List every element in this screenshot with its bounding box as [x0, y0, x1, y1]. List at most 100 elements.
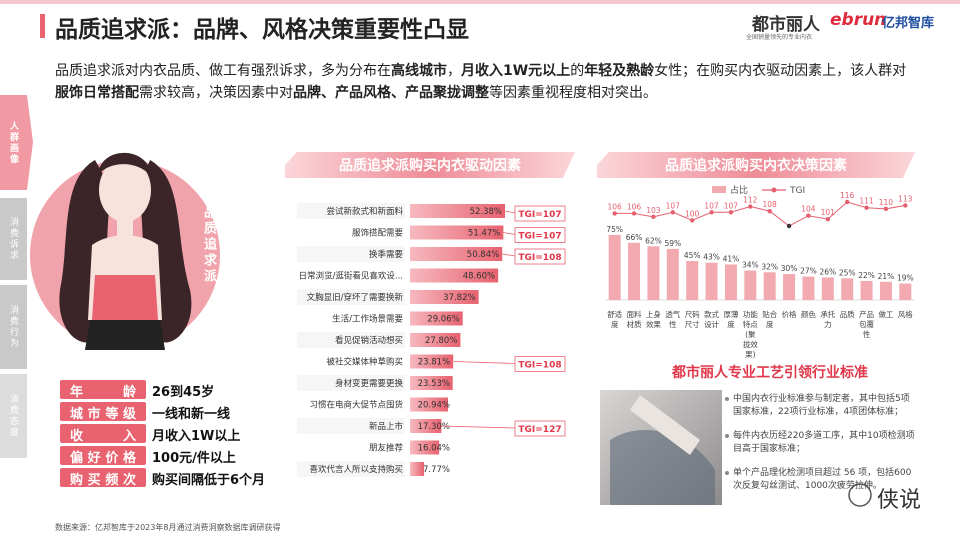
- value-label: 110: [879, 198, 894, 207]
- bar: [879, 281, 892, 300]
- photo-hand: [630, 395, 700, 455]
- intro: 品质追求派对内衣品质、做工有强烈诉求，多为分布在高线城市，月收入1W元以上的年轻…: [55, 60, 915, 104]
- standard-item: 每件内衣历经220多道工序，其中10项检测项目高于国家标准；: [733, 431, 915, 454]
- line-point: [651, 214, 656, 220]
- bar: [821, 277, 834, 300]
- intro-text: 等因素重视程度相对突出。: [489, 85, 657, 101]
- x-tick-label: 价格: [782, 309, 797, 319]
- profile-value: 100元/件以上: [152, 451, 236, 466]
- category-label: 习惯在电商大促节点囤货: [309, 400, 403, 411]
- bar: [410, 376, 453, 390]
- bar: [666, 248, 679, 300]
- line-point: [709, 210, 714, 215]
- line-point: [612, 211, 617, 216]
- bar: [410, 311, 463, 326]
- watermark-icon: [848, 483, 872, 507]
- bar: [783, 274, 796, 300]
- profile-label: 年龄: [60, 380, 146, 400]
- line-point: [825, 216, 831, 222]
- line-point: [883, 206, 889, 212]
- x-tick-label: 做工: [878, 309, 893, 319]
- intro-text: 品质追求派对内衣品质、做工有强烈诉求，多为分布在: [55, 63, 391, 79]
- line-point: [689, 218, 695, 223]
- row-bg: [297, 375, 405, 391]
- chart-banner: [285, 152, 575, 178]
- value-label: 50.84%: [467, 250, 499, 260]
- bar: [899, 283, 912, 300]
- bar: [410, 440, 440, 455]
- row-bg: [297, 461, 405, 477]
- profile-label: 偏好价格: [60, 446, 146, 466]
- value-label: 107: [666, 201, 681, 210]
- line-point: [728, 210, 734, 215]
- row-bg: [297, 203, 405, 219]
- callout-box: [514, 248, 566, 265]
- bar: [410, 225, 504, 240]
- value-label: 26%: [819, 267, 836, 276]
- value-label: 66%: [626, 233, 643, 242]
- value-label: 20.94%: [418, 401, 450, 411]
- bar: [410, 268, 499, 283]
- bar: [410, 247, 503, 261]
- callout-box: [514, 205, 566, 222]
- intro-highlight: 高线城市: [391, 63, 447, 79]
- row-bg: [297, 353, 405, 370]
- line-point: [767, 208, 772, 214]
- value-label: 27%: [800, 267, 817, 276]
- value-label: 107: [704, 201, 719, 210]
- skirt: [85, 320, 165, 350]
- value-label: 103: [646, 206, 661, 215]
- category-label: 喜欢代言人所以支持购买: [309, 464, 403, 475]
- sidebar-tab: 消费态度: [8, 394, 18, 438]
- legend-label: 占比: [730, 184, 748, 196]
- hair-top: [98, 152, 152, 178]
- bar: [410, 462, 425, 476]
- value-label: 112: [743, 196, 758, 205]
- value-label: 32%: [761, 262, 778, 271]
- value-label: 41%: [723, 254, 740, 263]
- partner-logo: 亿邦智库: [882, 16, 935, 31]
- sidebar-tab: 消费诉求: [8, 217, 18, 261]
- callout-line: [502, 253, 516, 257]
- row-bg: [297, 267, 405, 284]
- x-tick-label: 品质: [840, 309, 855, 319]
- tab-bg: [0, 198, 27, 280]
- value-label: 23.53%: [418, 379, 450, 389]
- intro-highlight: 年轻及熟龄: [584, 63, 655, 79]
- value-label: 111: [859, 197, 874, 206]
- x-tick-label: 尺码尺寸: [685, 310, 700, 329]
- line-point: [786, 223, 792, 229]
- category-label: 新品上市: [369, 421, 404, 432]
- category-label: 尝试新款式和新面料: [326, 206, 403, 217]
- callout-line: [504, 210, 516, 214]
- sidebar-tab: 消费行为: [8, 305, 18, 349]
- row-bg: [297, 224, 405, 241]
- callout: TGI=108: [518, 253, 561, 263]
- callout: TGI=108: [518, 361, 561, 371]
- callout-box: [514, 420, 566, 437]
- value-label: 108: [763, 200, 778, 209]
- value-label: 62%: [645, 236, 662, 245]
- category-label: 换季需要: [369, 249, 404, 260]
- value-label: 107: [724, 201, 739, 210]
- brand: 都市丽人: [752, 15, 820, 35]
- value-label: 23.81%: [418, 358, 450, 368]
- bar: [860, 280, 873, 300]
- callout: TGI=107: [518, 232, 561, 242]
- value-label: 22%: [858, 271, 875, 280]
- category-label: 看见促销活动想买: [335, 335, 403, 346]
- bar: [647, 246, 660, 300]
- category-label: 朋友推荐: [369, 443, 404, 454]
- sidebar-tab: 人群画像: [8, 120, 18, 165]
- value-label: 104: [801, 205, 816, 214]
- value-label: 37.82%: [443, 293, 475, 303]
- standard-item: 中国内衣行业标准参与制定者，其中包括5项国家标准，22项行业标准，4项团体标准；: [733, 394, 910, 417]
- value-label: 30%: [781, 264, 798, 273]
- intro-text: 需求较高，决策因素中对: [139, 85, 293, 101]
- category-label: 文胸显旧/穿坏了需要换新: [307, 292, 404, 303]
- line-point: [903, 203, 908, 208]
- value-label: 45%: [684, 251, 701, 260]
- x-tick-label: 风格: [898, 309, 913, 319]
